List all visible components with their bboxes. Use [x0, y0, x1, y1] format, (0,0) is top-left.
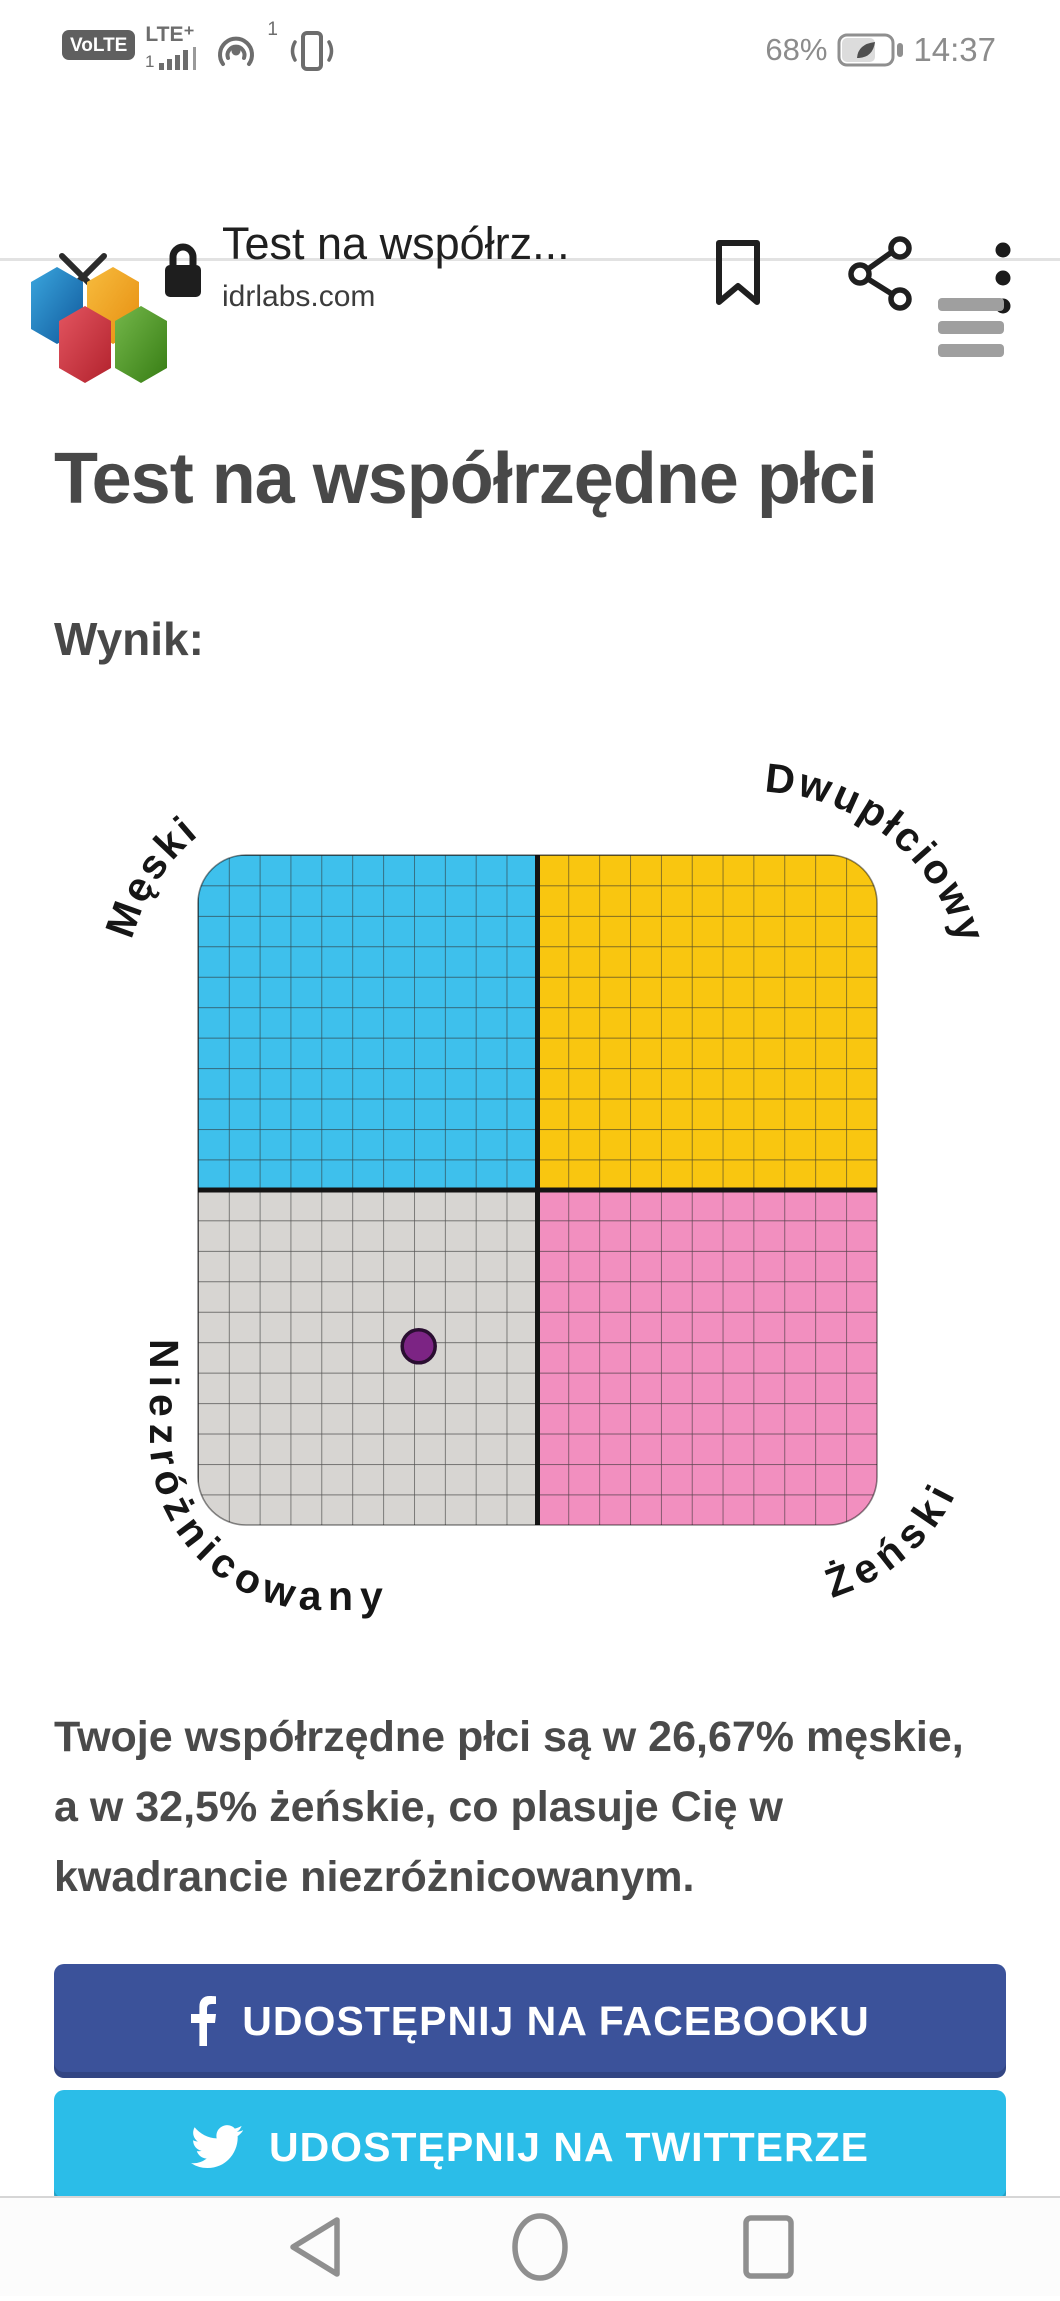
bookmark-icon[interactable]	[712, 238, 764, 308]
share-twitter-button[interactable]: UDOSTĘPNIJ NA TWITTERZE	[54, 2090, 1006, 2204]
gender-coordinates-chart: Męski Dwupłciowy Niezróżnicowany Żeński	[96, 755, 992, 1620]
network-indicator: LTE⁺ 1	[145, 24, 205, 71]
clock: 14:37	[913, 31, 996, 68]
vibrate-icon	[290, 31, 334, 71]
facebook-icon	[191, 1996, 217, 2046]
menu-hamburger-icon[interactable]	[938, 298, 1004, 367]
hotspot-icon	[218, 36, 255, 66]
twitter-icon	[190, 2125, 243, 2168]
lock-icon	[165, 243, 201, 297]
battery-percent: 68%	[765, 32, 828, 67]
nav-recents-icon[interactable]	[743, 2215, 794, 2279]
page-title: Test na współrzędne płci	[54, 439, 878, 519]
signal-bars-icon: 1	[145, 47, 197, 71]
result-text: Twoje współrzędne płci są w 26,67% męski…	[54, 1713, 964, 1901]
result-dot	[400, 1328, 437, 1365]
sim-number: 1	[145, 52, 154, 71]
battery-icon	[837, 33, 904, 67]
nav-back-icon[interactable]	[290, 2217, 340, 2277]
tab-title: Test na współrz...	[222, 218, 570, 269]
network-type-label: LTE⁺	[145, 23, 195, 46]
chart-axes	[198, 855, 877, 1525]
chart-border	[197, 854, 878, 1526]
hotspot-count: 1	[267, 19, 278, 40]
status-bar: VoLTE LTE⁺ 1 1 68%	[0, 0, 1060, 100]
share-icon[interactable]	[846, 236, 916, 312]
page-url[interactable]: idrlabs.com	[222, 280, 376, 313]
share-facebook-label: UDOSTĘPNIJ NA FACEBOOKU	[242, 1997, 870, 2044]
result-label: Wynik:	[54, 613, 204, 665]
logo-hex-red	[59, 306, 111, 383]
volte-badge: VoLTE	[62, 30, 136, 60]
share-facebook-button[interactable]: UDOSTĘPNIJ NA FACEBOOKU	[54, 1964, 1006, 2078]
android-navbar	[0, 2196, 1060, 2296]
nav-home-icon[interactable]	[512, 2213, 568, 2281]
label-top-left: Męski	[96, 806, 206, 943]
share-twitter-label: UDOSTĘPNIJ NA TWITTERZE	[268, 2123, 870, 2170]
logo-hex-green	[115, 306, 167, 383]
browser-toolbar: Test na współrz... idrlabs.com	[0, 100, 1060, 314]
idrlabs-logo[interactable]	[30, 266, 172, 386]
